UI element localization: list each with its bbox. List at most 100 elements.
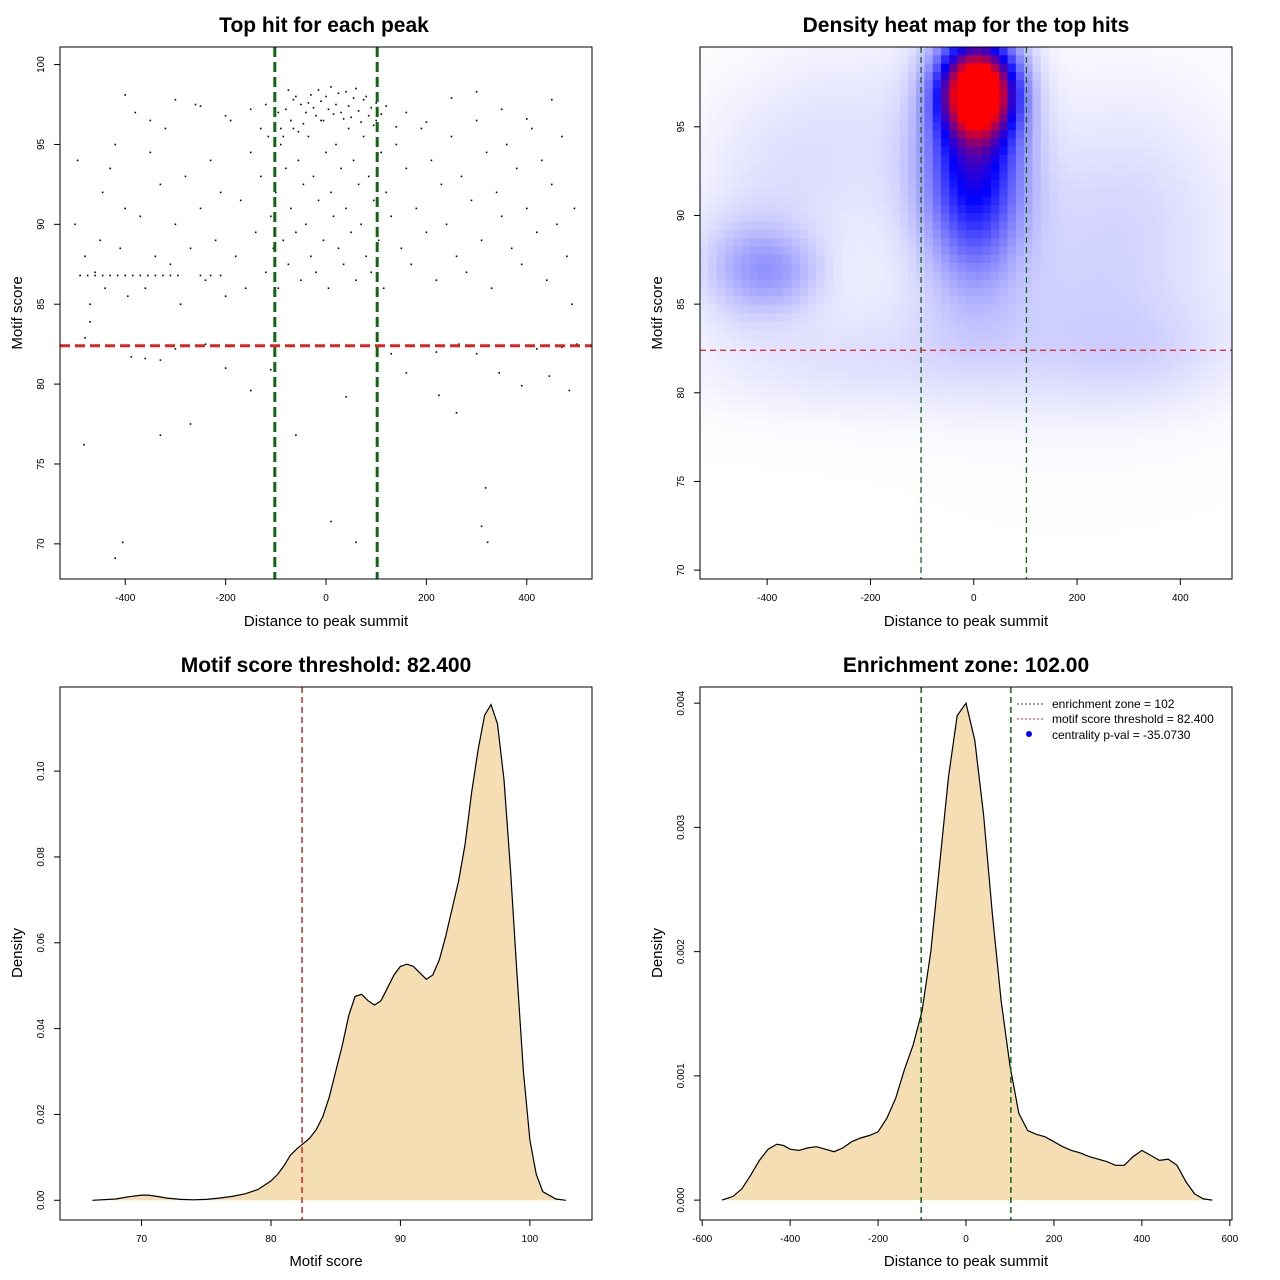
heatmap-cell	[974, 221, 984, 231]
heatmap-cell	[974, 138, 984, 148]
heatmap-cell	[941, 221, 950, 231]
heatmap-cell	[866, 88, 875, 98]
heatmap-cell	[1007, 88, 1017, 98]
heatmap-cell	[1090, 529, 1100, 538]
heatmap-cell	[857, 229, 867, 239]
heatmap-cell	[1082, 396, 1092, 405]
heatmap-cell	[1049, 263, 1058, 272]
heatmap-cell	[916, 221, 925, 231]
heatmap-cell	[1090, 221, 1100, 231]
heatmap-cell	[833, 88, 842, 98]
heatmap-cell	[1032, 329, 1042, 339]
heatmap-cell	[741, 263, 751, 272]
heatmap-cell	[1165, 196, 1175, 206]
heatmap-cell	[882, 512, 892, 522]
heatmap-cell	[1190, 213, 1200, 222]
heatmap-cell	[724, 229, 734, 239]
heatmap-cell	[724, 462, 734, 472]
heatmap-cell	[816, 479, 826, 488]
heatmap-cell	[1207, 80, 1216, 89]
heatmap-cell	[1123, 346, 1133, 355]
heatmap-cell	[1148, 229, 1158, 239]
heatmap-cell	[833, 346, 842, 355]
scatter-point	[438, 394, 440, 397]
heatmap-cell	[816, 537, 826, 547]
heatmap-cell	[932, 113, 942, 123]
heatmap-cell	[716, 520, 726, 530]
heatmap-cell	[982, 246, 992, 256]
heatmap-cell	[882, 96, 892, 106]
heatmap-cell	[700, 121, 709, 131]
heatmap-cell	[974, 271, 984, 281]
heatmap-cell	[891, 495, 900, 505]
heatmap-cell	[841, 437, 851, 447]
heatmap-cell	[1032, 138, 1042, 148]
heatmap-cell	[1082, 238, 1092, 247]
heatmap-cell	[1090, 362, 1100, 372]
heatmap-reference-lines	[700, 47, 1232, 579]
heatmap-cell	[857, 379, 867, 389]
scatter-point	[147, 274, 149, 277]
heatmap-cell	[1115, 105, 1125, 114]
heatmap-cell	[1099, 130, 1108, 139]
heatmap-cell	[1065, 47, 1075, 56]
heatmap-cell	[1140, 495, 1150, 505]
heatmap-cell	[866, 362, 875, 372]
heatmap-cell	[907, 421, 917, 430]
heatmap-cell	[1182, 263, 1191, 272]
heatmap-cell	[982, 412, 992, 422]
heatmap-cell	[907, 437, 917, 447]
heatmap-cell	[907, 562, 917, 572]
heatmap-cell	[758, 146, 767, 156]
heatmap-cell	[774, 47, 784, 56]
heatmap-cell	[733, 121, 742, 131]
scatter-point	[561, 346, 563, 349]
heatmap-cell	[949, 487, 959, 497]
heatmap-cell	[758, 138, 767, 148]
heatmap-cell	[708, 180, 718, 189]
heatmap-cell	[1065, 246, 1075, 256]
heatmap-cell	[841, 529, 851, 538]
heatmap-cell	[957, 321, 967, 331]
heatmap-cell	[708, 379, 718, 389]
heatmap-cell	[1015, 213, 1025, 222]
heatmap-cell	[1015, 271, 1025, 281]
heatmap-cell	[1173, 520, 1183, 530]
heatmap-cell	[891, 171, 900, 181]
heatmap-cell	[833, 321, 842, 331]
heatmap-cell	[791, 537, 801, 547]
heatmap-cell	[1049, 105, 1058, 114]
heatmap-cell	[849, 180, 859, 189]
heatmap-cell	[1157, 55, 1166, 65]
heatmap-cell	[957, 88, 967, 98]
heatmap-cell	[899, 504, 909, 513]
scatter-point	[194, 103, 197, 106]
heatmap-cell	[841, 96, 851, 106]
heatmap-cell	[949, 80, 959, 89]
heatmap-cell	[932, 570, 942, 579]
heatmap-cell	[1215, 379, 1225, 389]
heatmap-cell	[907, 88, 917, 98]
heatmap-cell	[1157, 138, 1166, 148]
heatmap-cell	[849, 263, 859, 272]
heatmap-cell	[924, 105, 934, 114]
heatmap-cell	[957, 404, 967, 414]
heatmap-cell	[766, 71, 776, 81]
heatmap-cell	[841, 512, 851, 522]
heatmap-cell	[1148, 554, 1158, 563]
heatmap-cell	[990, 429, 1000, 439]
heatmap-cell	[891, 155, 900, 164]
heatmap-cell	[849, 229, 859, 239]
heatmap-cell	[1065, 487, 1075, 497]
heatmap-cell	[758, 121, 767, 131]
heatmap-cell	[1165, 529, 1175, 538]
heatmap-cell	[1140, 562, 1150, 572]
heatmap-cell	[891, 429, 900, 439]
heatmap-cell	[766, 146, 776, 156]
heatmap-cell	[891, 337, 900, 347]
heatmap-cell	[866, 487, 875, 497]
heatmap-cell	[791, 88, 801, 98]
heatmap-cell	[774, 329, 784, 339]
heatmap-cell	[1107, 105, 1117, 114]
heatmap-cell	[1090, 495, 1100, 505]
